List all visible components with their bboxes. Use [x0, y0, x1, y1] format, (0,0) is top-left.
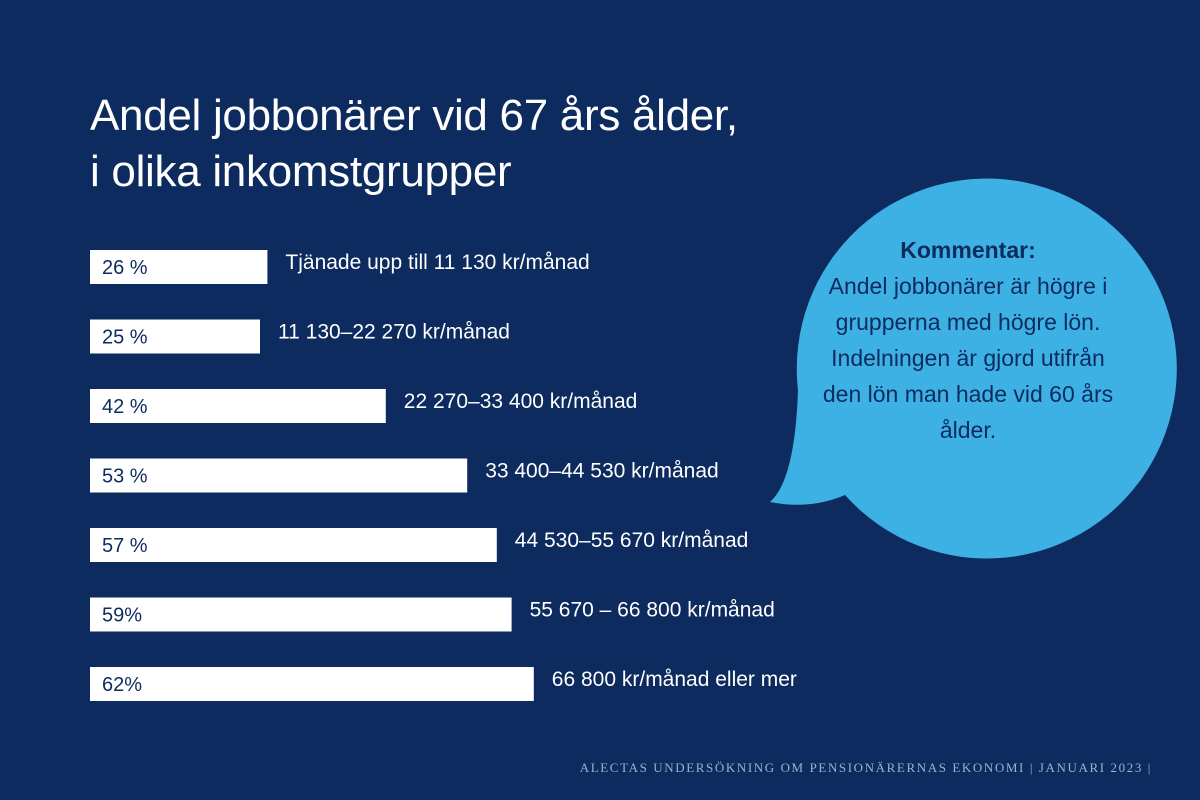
- bar-category-label: 44 530–55 670 kr/månad: [515, 529, 749, 552]
- bar-5: [90, 528, 497, 562]
- bar-1: [90, 250, 268, 284]
- comment-heading: Kommentar:: [900, 237, 1036, 263]
- bar-6: [90, 597, 512, 632]
- bar-value-label: 26 %: [102, 257, 148, 279]
- bar-value-label: 62%: [102, 674, 142, 696]
- bar-7: [90, 667, 534, 701]
- bar-group: 26 % Tjänade upp till 11 130 kr/månad 25 %…: [90, 250, 797, 701]
- chart-title-line-2: i olika inkomstgrupper: [90, 147, 512, 196]
- bar-category-label: 33 400–44 530 kr/månad: [485, 460, 719, 483]
- comment-body: Andel jobbonärer är högre i grupperna me…: [822, 273, 1114, 443]
- footer-source: ALECTAS UNDERSÖKNING OM PENSIONÄRERNAS E…: [579, 760, 1152, 775]
- bar-value-label: 53 %: [102, 466, 148, 488]
- bar-category-label: 66 800 kr/månad eller mer: [552, 668, 797, 691]
- comment-text: Kommentar: Andel jobbonärer är högre i g…: [818, 232, 1118, 448]
- comment-bubble: [770, 178, 1177, 559]
- bar-category-label: Tjänade upp till 11 130 kr/månad: [285, 251, 589, 274]
- bar-value-label: 42 %: [102, 396, 148, 418]
- bar-category-label: 55 670 – 66 800 kr/månad: [530, 599, 775, 622]
- bar-4: [90, 458, 468, 493]
- bar-category-label: 11 130–22 270 kr/månad: [278, 321, 510, 344]
- bar-category-label: 22 270–33 400 kr/månad: [404, 390, 638, 413]
- bar-2: [90, 319, 260, 354]
- bar-value-label: 57 %: [102, 535, 148, 557]
- chart-title-line-1: Andel jobbonärer vid 67 års ålder,: [90, 91, 738, 140]
- bar-value-label: 25 %: [102, 327, 148, 349]
- bar-value-label: 59%: [102, 605, 142, 627]
- chart-title: Andel jobbonärer vid 67 års ålder, i oli…: [90, 88, 738, 200]
- bar-3: [90, 389, 386, 423]
